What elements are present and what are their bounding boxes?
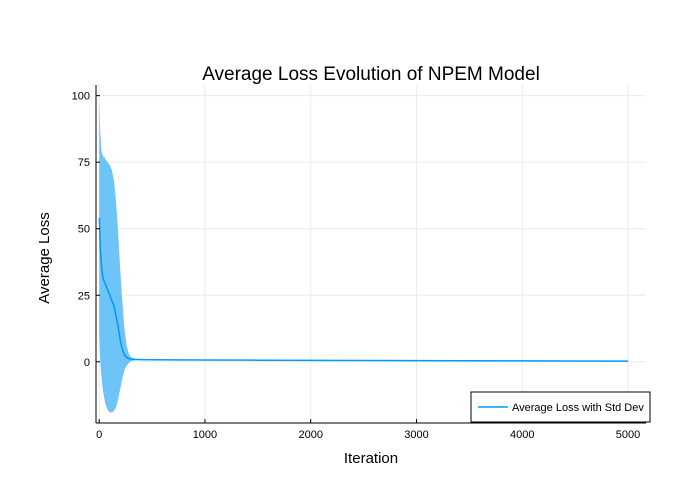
x-tick-label: 2000 — [298, 429, 322, 441]
mean-loss-line — [98, 218, 629, 362]
grid — [96, 85, 646, 423]
x-tick-label: 0 — [96, 429, 102, 441]
std-dev-band — [99, 100, 629, 413]
x-tick-label: 4000 — [510, 429, 534, 441]
y-tick-label: 75 — [78, 157, 90, 169]
x-tick-label: 3000 — [404, 429, 428, 441]
y-tick-label: 0 — [84, 357, 90, 369]
y-tick-label: 25 — [78, 290, 90, 302]
y-axis-label: Average Loss — [36, 212, 53, 303]
std-dev-band-area — [99, 100, 629, 413]
x-tick-label: 1000 — [193, 429, 217, 441]
y-tick-label: 50 — [78, 224, 90, 236]
x-axis-label: Iteration — [344, 450, 398, 467]
chart-title: Average Loss Evolution of NPEM Model — [202, 64, 540, 85]
mean-line — [98, 218, 629, 362]
legend-label: Average Loss with Std Dev — [512, 402, 644, 414]
axes: 0 1000 2000 3000 4000 5000 0 25 50 75 100 — [72, 85, 646, 441]
x-tick-label: 5000 — [616, 429, 640, 441]
y-tick-label: 100 — [72, 91, 90, 103]
legend: Average Loss with Std Dev — [470, 391, 651, 423]
